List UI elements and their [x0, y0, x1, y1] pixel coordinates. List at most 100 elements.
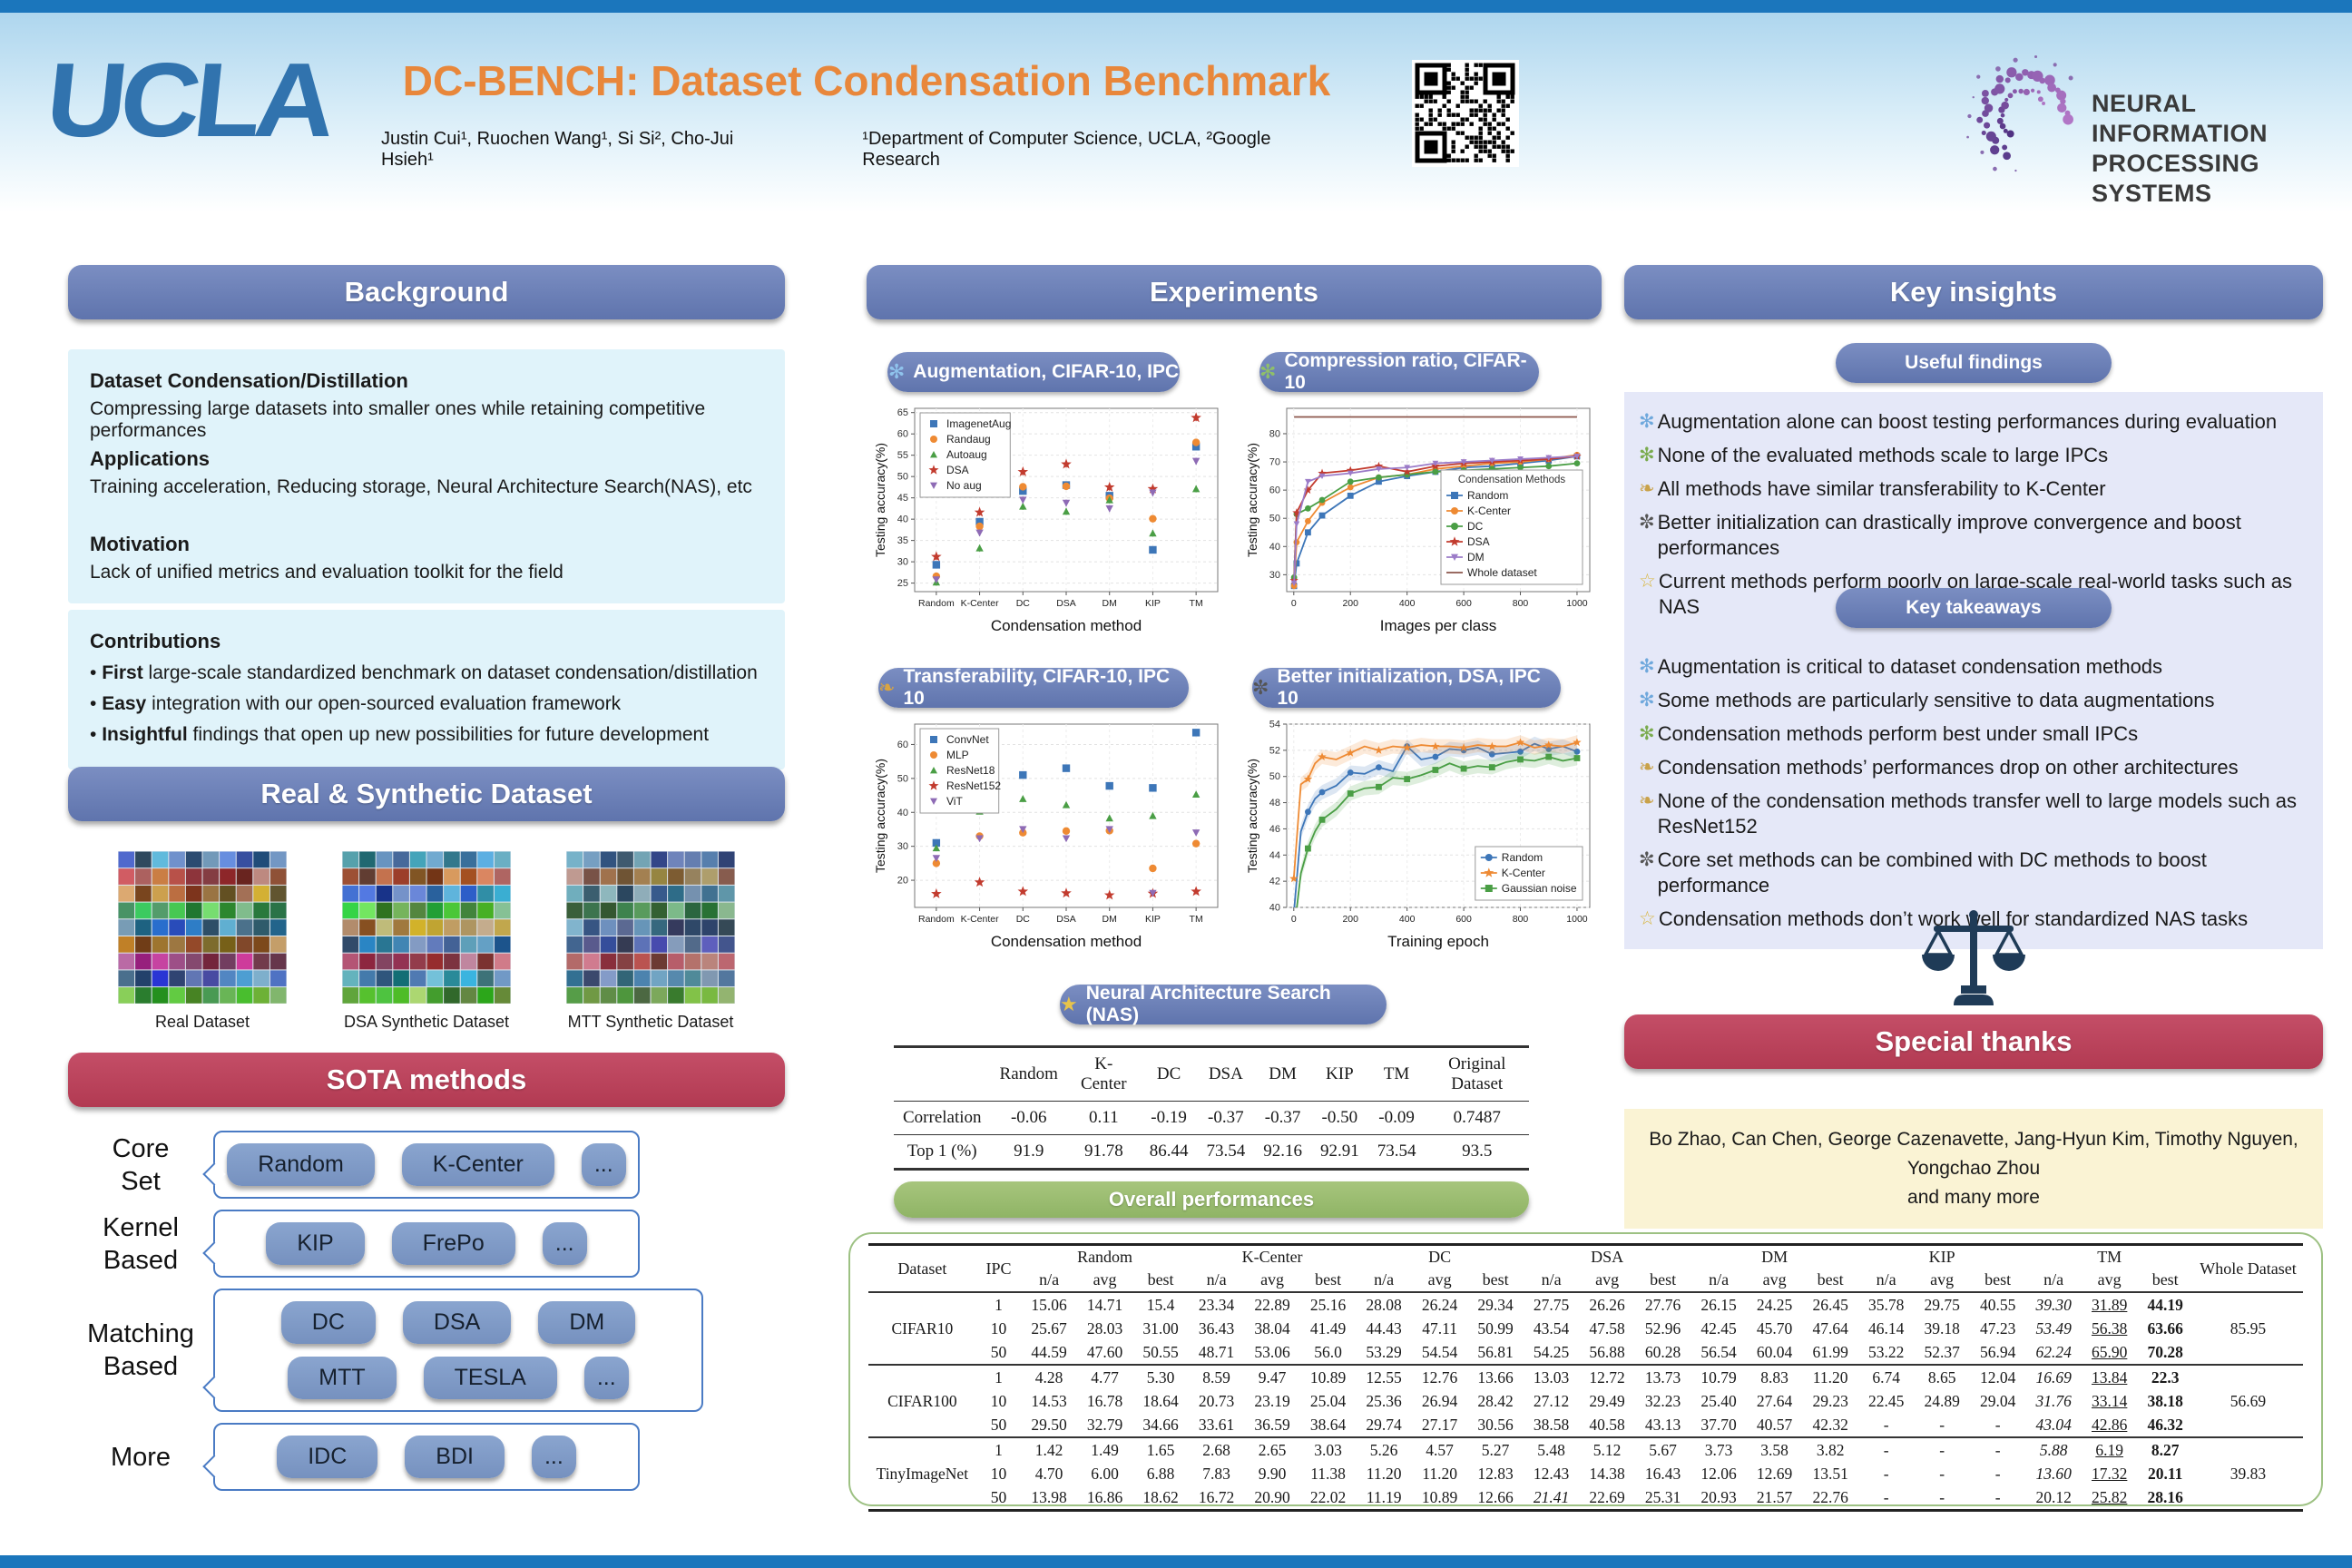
value-cell: 29.74 [1366, 1415, 1402, 1434]
svg-text:DC: DC [1016, 914, 1031, 925]
method-pill: ... [581, 1143, 626, 1186]
svg-text:DSA: DSA [1056, 914, 1076, 925]
value-cell: 34.66 [1142, 1415, 1179, 1434]
value-cell: 3.73 [1704, 1440, 1733, 1459]
value-cell: 22.76 [1812, 1487, 1848, 1506]
whole-dataset-cell: 56.69 [2230, 1391, 2267, 1410]
value-cell: 38.04 [1254, 1318, 1290, 1338]
nas-header-cell: Original Dataset [1448, 1054, 1506, 1093]
value-cell: 12.72 [1589, 1367, 1625, 1387]
value-cell: 10.89 [1309, 1367, 1347, 1387]
whole-dataset-cell: 85.95 [2230, 1318, 2267, 1338]
svg-text:42: 42 [1269, 877, 1280, 887]
svg-text:DSA: DSA [1467, 535, 1490, 548]
value-cell: 47.58 [1589, 1318, 1625, 1338]
value-cell: 62.24 [2035, 1342, 2072, 1361]
nas-cell: -0.37 [1208, 1108, 1244, 1127]
bullet-icon: ✼ [1639, 849, 1655, 870]
svg-text:ResNet152: ResNet152 [946, 779, 1001, 792]
overall-header-cell: DC [1428, 1248, 1452, 1266]
sota-group: More IDC BDI... [68, 1423, 785, 1491]
sota-group-label: Matching Based [87, 1319, 194, 1381]
svg-text:45: 45 [897, 493, 908, 504]
value-cell: 38.64 [1309, 1415, 1347, 1434]
nas-cell: 91.78 [1083, 1142, 1123, 1161]
background-banner: Background [68, 265, 785, 319]
svg-text:40: 40 [1269, 542, 1280, 553]
svg-text:ImagenetAug: ImagenetAug [946, 417, 1011, 430]
svg-text:TM: TM [1190, 914, 1203, 925]
value-cell: 16.86 [1086, 1487, 1123, 1506]
bullet-icon: ☆ [1639, 908, 1656, 929]
value-cell: 16.78 [1086, 1391, 1123, 1410]
value-cell: 9.90 [1258, 1464, 1287, 1483]
value-cell: 61.99 [1812, 1342, 1848, 1361]
value-cell: 4.28 [1034, 1367, 1063, 1387]
svg-text:1000: 1000 [1566, 598, 1588, 609]
value-cell: 1.49 [1091, 1440, 1119, 1459]
nas-cell: 92.16 [1263, 1142, 1302, 1161]
value-cell: 25.40 [1700, 1391, 1737, 1410]
bullet-icon: ✻ [1639, 411, 1655, 432]
value-cell: 14.71 [1086, 1295, 1123, 1314]
value-cell: 46.32 [2147, 1415, 2183, 1434]
key-insights-banner: Key insights [1624, 265, 2323, 319]
value-cell: 32.79 [1086, 1415, 1123, 1434]
bullet-icon: ✻ [1639, 656, 1655, 677]
mtt-synthetic-image [566, 851, 735, 1004]
ipc-cell: 10 [990, 1391, 1007, 1410]
value-cell: 8.59 [1202, 1367, 1230, 1387]
value-cell: 20.73 [1198, 1391, 1235, 1410]
value-cell: 53.22 [1867, 1342, 1905, 1361]
overall-table-row: 50 13.98 16.86 18.62 16.72 20.90 22.02 11.19 10.… [868, 1485, 2303, 1511]
svg-text:80: 80 [1269, 428, 1280, 439]
value-cell: 54.25 [1533, 1342, 1570, 1361]
value-cell: 4.77 [1091, 1367, 1119, 1387]
value-cell: 25.36 [1366, 1391, 1402, 1410]
svg-text:ViT: ViT [946, 795, 963, 808]
value-cell: 30.56 [1477, 1415, 1514, 1434]
value-cell: 8.27 [2151, 1440, 2180, 1459]
svg-text:No aug: No aug [946, 479, 982, 492]
ipc-cell: 1 [995, 1367, 1003, 1387]
method-pill: TESLA [423, 1357, 557, 1399]
nas-table-row: Top 1 (%) 91.9 91.78 86.44 73.54 92.16 92.91 73… [894, 1135, 1529, 1170]
ipc-cell: 50 [990, 1487, 1007, 1506]
value-cell: 53.06 [1254, 1342, 1290, 1361]
svg-text:800: 800 [1513, 914, 1529, 925]
sota-group: Core Set Random K-Center... [68, 1131, 785, 1199]
value-cell: 32.23 [1644, 1391, 1681, 1410]
value-cell: 6.88 [1146, 1464, 1175, 1483]
overall-table-wrap: Dataset IPC Random K-Center DC DSA DM KIP TM Whol… [848, 1232, 2323, 1512]
value-cell: 42.32 [1812, 1415, 1848, 1434]
value-cell: 53.49 [2035, 1318, 2072, 1338]
svg-text:Random: Random [918, 914, 955, 925]
value-cell: 12.66 [1477, 1487, 1514, 1506]
sota-group-label: Core Set [112, 1133, 170, 1196]
value-cell: 24.25 [1756, 1295, 1793, 1314]
nas-cell: Correlation [903, 1108, 982, 1127]
svg-text:Random: Random [1502, 851, 1543, 864]
svg-text:Training epoch: Training epoch [1387, 933, 1489, 950]
overall-header-cell: best [1817, 1270, 1844, 1289]
dataset-name-cell: CIFAR10 [891, 1318, 954, 1338]
svg-text:K-Center: K-Center [1467, 505, 1511, 517]
value-cell: 56.81 [1477, 1342, 1514, 1361]
value-cell: 12.83 [1477, 1464, 1514, 1483]
value-cell: 40.57 [1756, 1415, 1793, 1434]
sota-group-label: Kernel Based [103, 1212, 179, 1275]
value-cell: - [1883, 1487, 1889, 1506]
value-cell: - [1883, 1415, 1889, 1434]
value-cell: 1.42 [1034, 1440, 1063, 1459]
svg-text:Whole dataset: Whole dataset [1467, 566, 1537, 579]
svg-text:60: 60 [1269, 485, 1280, 496]
method-pill: BDI [405, 1436, 505, 1478]
value-cell: 1.65 [1146, 1440, 1175, 1459]
svg-text:Condensation method: Condensation method [991, 617, 1142, 634]
value-cell: 16.43 [1644, 1464, 1681, 1483]
method-pill: K-Center [401, 1143, 554, 1186]
value-cell: - [1883, 1464, 1889, 1483]
value-cell: 5.30 [1146, 1367, 1175, 1387]
svg-text:25: 25 [897, 578, 908, 589]
value-cell: 18.64 [1142, 1391, 1179, 1410]
